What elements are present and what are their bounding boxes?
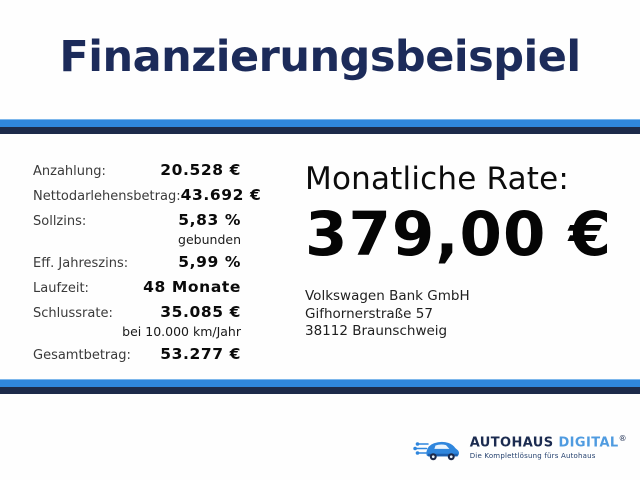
bank-name: Volkswagen Bank GmbH [305,288,470,304]
finance-row-jahreszins: Eff. Jahreszins: 5,99 % [33,253,241,273]
finance-row-gesamtbetrag: Gesamtbetrag: 53.277 € [33,345,241,365]
divider-top-navy-stripe [0,127,640,134]
brand-line: AUTOHAUS DIGITAL® [470,434,627,450]
bank-city: 38112 Braunschweig [305,323,448,339]
monthly-rate-block: Monatliche Rate: 379,00 € Volkswagen Ban… [305,162,630,341]
finance-value: 5,99 % [178,253,241,271]
finance-label: Nettodarlehensbetrag: [33,189,181,204]
finance-label: Laufzeit: [33,281,89,296]
divider-top [0,119,640,134]
finance-row-anzahlung: Anzahlung: 20.528 € [33,161,241,181]
brand-primary: AUTOHAUS [469,435,554,451]
car-icon [413,441,459,461]
finance-value: 43.692 € [180,186,262,204]
autohaus-digital-logo: AUTOHAUS DIGITAL® Die Komplettlösung für… [413,429,627,465]
divider-bottom-blue-stripe [0,379,640,387]
bank-address: Volkswagen Bank GmbH Gifhornerstraße 57 … [305,288,630,341]
divider-bottom-navy-stripe [0,387,640,394]
finance-value: 48 Monate [143,278,241,296]
finance-note-schlussrate: bei 10.000 km/Jahr [122,324,241,339]
finance-label: Gesamtbetrag: [33,348,131,363]
logo-tagline: Die Komplettlösung fürs Autohaus [469,451,596,460]
registered-mark-icon: ® [618,434,627,444]
finance-row-nettodarlehensbetrag: Nettodarlehensbetrag: 43.692 € [33,186,261,206]
page-title: Finanzierungsbeispiel [59,32,581,82]
divider-top-blue-stripe [0,119,640,127]
bank-street: Gifhornerstraße 57 [305,305,433,322]
finance-label: Sollzins: [33,214,87,229]
monthly-rate-label: Monatliche Rate: [305,161,570,197]
finance-row-sollzins: Sollzins: 5,83 % [33,211,241,231]
finance-row-laufzeit: Laufzeit: 48 Monate [33,278,241,298]
divider-bottom [0,379,640,394]
monthly-rate-value: 379,00 € [305,199,613,270]
finance-table: Anzahlung: 20.528 € Nettodarlehensbetrag… [33,161,261,370]
finance-label: Schlussrate: [33,306,113,321]
finance-value: 35.085 € [160,303,241,321]
finance-value: 53.277 € [160,345,241,363]
finance-label: Anzahlung: [33,164,106,179]
finance-note-sollzins: gebunden [178,232,241,247]
finance-label: Eff. Jahreszins: [33,256,129,271]
finance-row-schlussrate: Schlussrate: 35.085 € [33,303,241,323]
finance-value: 5,83 % [178,211,241,229]
finance-value: 20.528 € [160,161,241,179]
brand-secondary: DIGITAL [558,435,619,451]
logo-text: AUTOHAUS DIGITAL® Die Komplettlösung für… [470,434,627,459]
